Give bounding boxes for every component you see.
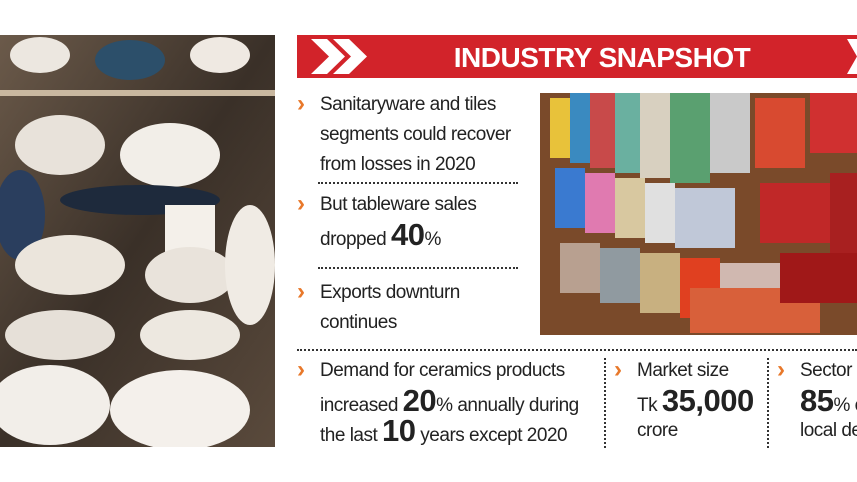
item-figure: 85 (800, 383, 834, 418)
item-line: 85% o (800, 383, 857, 418)
item-figure: 40 (391, 217, 425, 250)
item-text: Tk (637, 395, 662, 416)
snapshot-item: Sector m85% olocal de (800, 356, 857, 446)
item-text: Sanitaryware and tiles (320, 94, 496, 115)
item-text: crore (637, 420, 678, 441)
item-text: Exports downturn (320, 282, 460, 303)
item-line: Market size (637, 356, 765, 386)
separator (767, 358, 769, 448)
ceramics-photo (0, 35, 275, 447)
bullet-chevron: › (297, 278, 305, 305)
item-text: the last (320, 425, 383, 446)
snapshot-item: Demand for ceramics products increased 20… (320, 356, 602, 446)
item-line: Sanitaryware and tiles (320, 90, 540, 120)
item-text: years except 2020 (415, 425, 568, 446)
item-line: segments could recover (320, 120, 540, 150)
item-line: Exports downturn (320, 278, 540, 308)
item-text: segments could recover (320, 124, 511, 145)
item-text: Demand for ceramics products (320, 360, 565, 381)
bullet-chevron: › (297, 190, 305, 217)
item-line: But tableware sales (320, 190, 540, 220)
snapshot-item: Exports downturn continues (320, 278, 540, 338)
item-line: Sector m (800, 356, 857, 386)
item-line: crore (637, 416, 765, 446)
snapshot-item: Sanitaryware and tiles segments could rec… (320, 90, 540, 180)
item-line: continues (320, 308, 540, 338)
item-text: Market size (637, 360, 729, 381)
separator (318, 182, 518, 184)
separator (604, 358, 606, 448)
item-text: local de (800, 420, 857, 441)
snapshot-item: But tableware sales dropped 40% (320, 190, 540, 250)
bullet-chevron: › (777, 356, 785, 383)
item-text: % (424, 229, 442, 250)
item-line: increased 20% annually during (320, 383, 602, 418)
item-figure: 10 (382, 413, 416, 446)
bullet-chevron: › (614, 356, 622, 383)
item-line: Demand for ceramics products (320, 356, 602, 386)
item-figure: 20 (402, 383, 437, 418)
item-text: dropped (320, 229, 392, 250)
item-text: But tableware sales (320, 194, 477, 215)
tiles-photo (540, 93, 857, 335)
item-line: dropped 40% (320, 217, 540, 250)
bullet-chevron: › (297, 356, 305, 383)
item-text: increased (320, 395, 403, 416)
item-text: % o (833, 395, 857, 416)
item-text: % annually during (436, 395, 579, 416)
separator (318, 267, 518, 269)
item-text: Sector m (800, 360, 857, 381)
bullet-chevron: › (297, 90, 305, 117)
snapshot-item: Market size Tk 35,000 crore (637, 356, 765, 446)
item-figure: 35,000 (661, 383, 754, 418)
separator (297, 349, 857, 351)
item-line: the last 10 years except 2020 (320, 413, 602, 446)
item-text: from losses in 2020 (320, 154, 476, 175)
header-title: INDUSTRY SNAPSHOT (454, 42, 751, 73)
item-text: continues (320, 312, 397, 333)
item-line: Tk 35,000 (637, 383, 765, 418)
item-line: from losses in 2020 (320, 150, 540, 180)
item-line: local de (800, 416, 857, 446)
header-banner: INDUSTRY SNAPSHOT (297, 35, 857, 78)
